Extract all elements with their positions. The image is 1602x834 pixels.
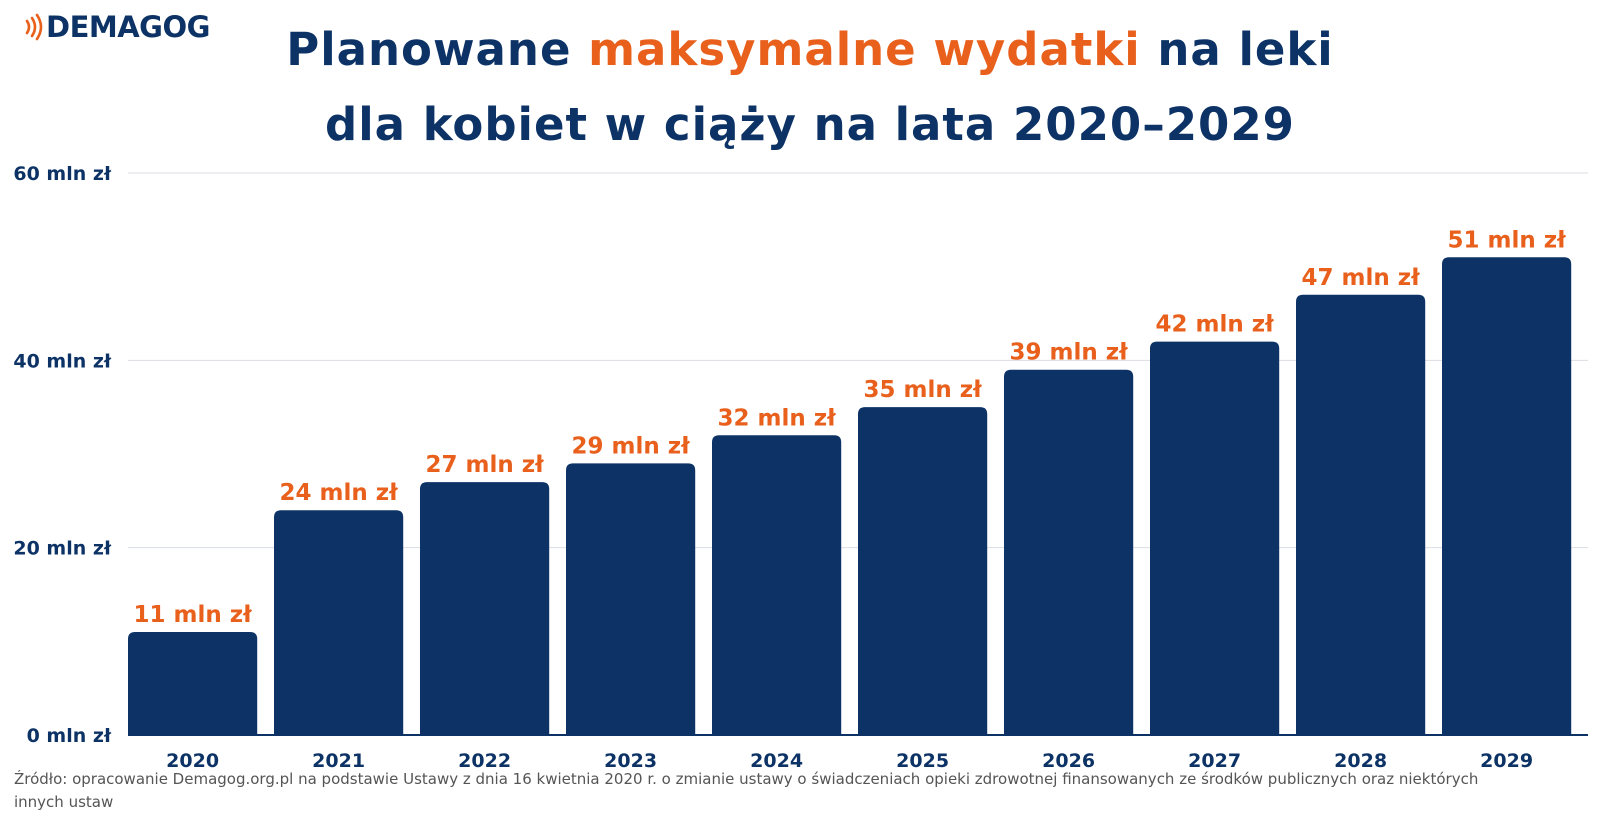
x-axis-labels: 2020 2021 2022 2023 2024 2025 2026 2027 2028 2029 bbox=[166, 750, 1533, 772]
title-prefix: Planowane bbox=[286, 23, 589, 76]
y-tick-label: 60 mln zł bbox=[13, 163, 112, 185]
data-label: 27 mln zł bbox=[426, 452, 545, 478]
x-tick-label: 2024 bbox=[750, 750, 803, 772]
title-line-1: Planowane maksymalne wydatki na leki bbox=[180, 12, 1440, 87]
data-label: 42 mln zł bbox=[1156, 312, 1275, 338]
data-label: 35 mln zł bbox=[864, 377, 983, 403]
data-labels: 11 mln zł 24 mln zł 27 mln zł 29 mln zł 32 m… bbox=[134, 227, 1567, 628]
bar bbox=[420, 482, 550, 735]
data-label: 47 mln zł bbox=[1302, 265, 1421, 291]
data-label: 29 mln zł bbox=[572, 433, 691, 459]
demagog-logo: DEMAGOG bbox=[24, 10, 210, 44]
bar bbox=[128, 631, 258, 735]
bars bbox=[128, 257, 1572, 735]
x-tick-label: 2027 bbox=[1188, 750, 1241, 772]
bar bbox=[1150, 341, 1280, 735]
title-suffix: na leki bbox=[1140, 23, 1334, 76]
bar bbox=[1004, 369, 1134, 735]
logo-text: DEMAGOG bbox=[46, 10, 210, 44]
bar bbox=[274, 510, 404, 735]
x-tick-label: 2029 bbox=[1480, 750, 1533, 772]
bar bbox=[1296, 294, 1426, 735]
y-tick-label: 0 mln zł bbox=[27, 725, 112, 747]
source-note: Źródło: opracowanie Demagog.org.pl na po… bbox=[14, 770, 1479, 811]
x-tick-label: 2025 bbox=[896, 750, 949, 772]
x-tick-label: 2021 bbox=[312, 750, 365, 772]
x-tick-label: 2022 bbox=[458, 750, 511, 772]
bar bbox=[858, 407, 988, 735]
chart-title: Planowane maksymalne wydatki na leki dla… bbox=[180, 12, 1440, 162]
title-highlight: maksymalne wydatki bbox=[588, 23, 1141, 76]
bar bbox=[1442, 257, 1572, 735]
x-tick-label: 2023 bbox=[604, 750, 657, 772]
bar bbox=[712, 435, 842, 735]
y-axis-labels: 0 mln zł 20 mln zł 40 mln zł 60 mln zł bbox=[13, 163, 112, 747]
data-label: 51 mln zł bbox=[1448, 227, 1567, 253]
y-tick-label: 20 mln zł bbox=[13, 538, 112, 560]
bar bbox=[566, 463, 696, 735]
title-line-2: dla kobiet w ciąży na lata 2020–2029 bbox=[325, 98, 1295, 151]
x-tick-label: 2026 bbox=[1042, 750, 1095, 772]
x-tick-label: 2020 bbox=[166, 750, 219, 772]
y-tick-label: 40 mln zł bbox=[13, 350, 112, 372]
data-label: 24 mln zł bbox=[280, 480, 399, 506]
data-label: 32 mln zł bbox=[718, 405, 837, 431]
signal-waves-icon bbox=[25, 13, 43, 41]
x-tick-label: 2028 bbox=[1334, 750, 1387, 772]
data-label: 11 mln zł bbox=[134, 602, 253, 628]
data-label: 39 mln zł bbox=[1010, 340, 1129, 366]
